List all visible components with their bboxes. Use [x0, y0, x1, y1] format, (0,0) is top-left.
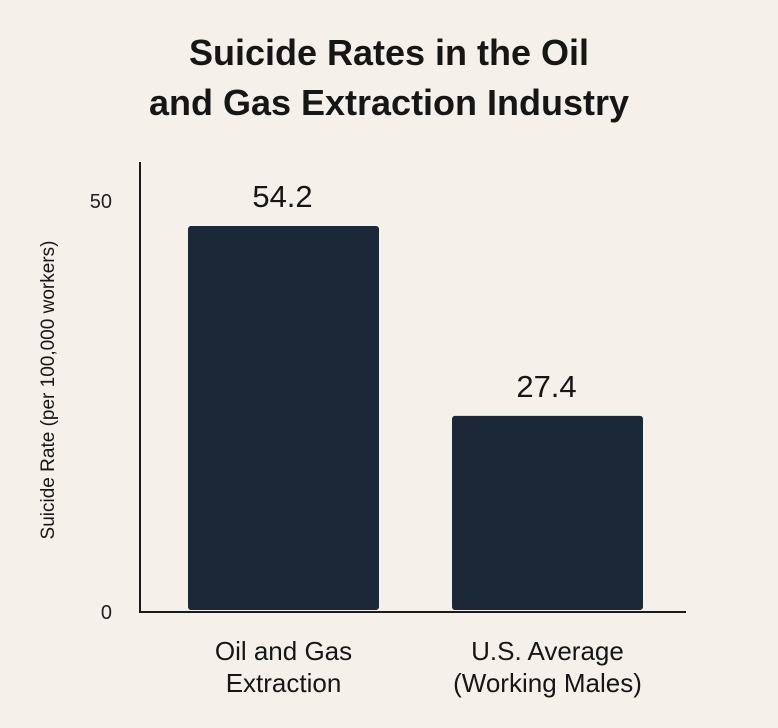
bar	[452, 415, 643, 610]
x-category-label-line: (Working Males)	[453, 668, 642, 698]
chart-title: Suicide Rates in the Oil and Gas Extract…	[0, 28, 778, 128]
x-category-label-line: Oil and Gas	[214, 636, 353, 666]
x-category-label-us-average: U.S. Average (Working Males)	[418, 635, 678, 699]
chart-title-line-1: Suicide Rates in the Oil	[188, 32, 590, 73]
chart-title-line-2: and Gas Extraction Industry	[148, 82, 630, 123]
x-category-label-line: U.S. Average	[471, 636, 624, 666]
x-category-label-line: Extraction	[225, 668, 342, 698]
bar-value-label: 27.4	[516, 369, 576, 404]
y-tick-label: 0	[101, 602, 112, 624]
bar-value-label: 54.2	[252, 179, 312, 214]
bar	[188, 226, 379, 610]
y-tick-label: 50	[90, 191, 112, 213]
x-category-label-oil-gas: Oil and Gas Extraction	[154, 635, 414, 699]
